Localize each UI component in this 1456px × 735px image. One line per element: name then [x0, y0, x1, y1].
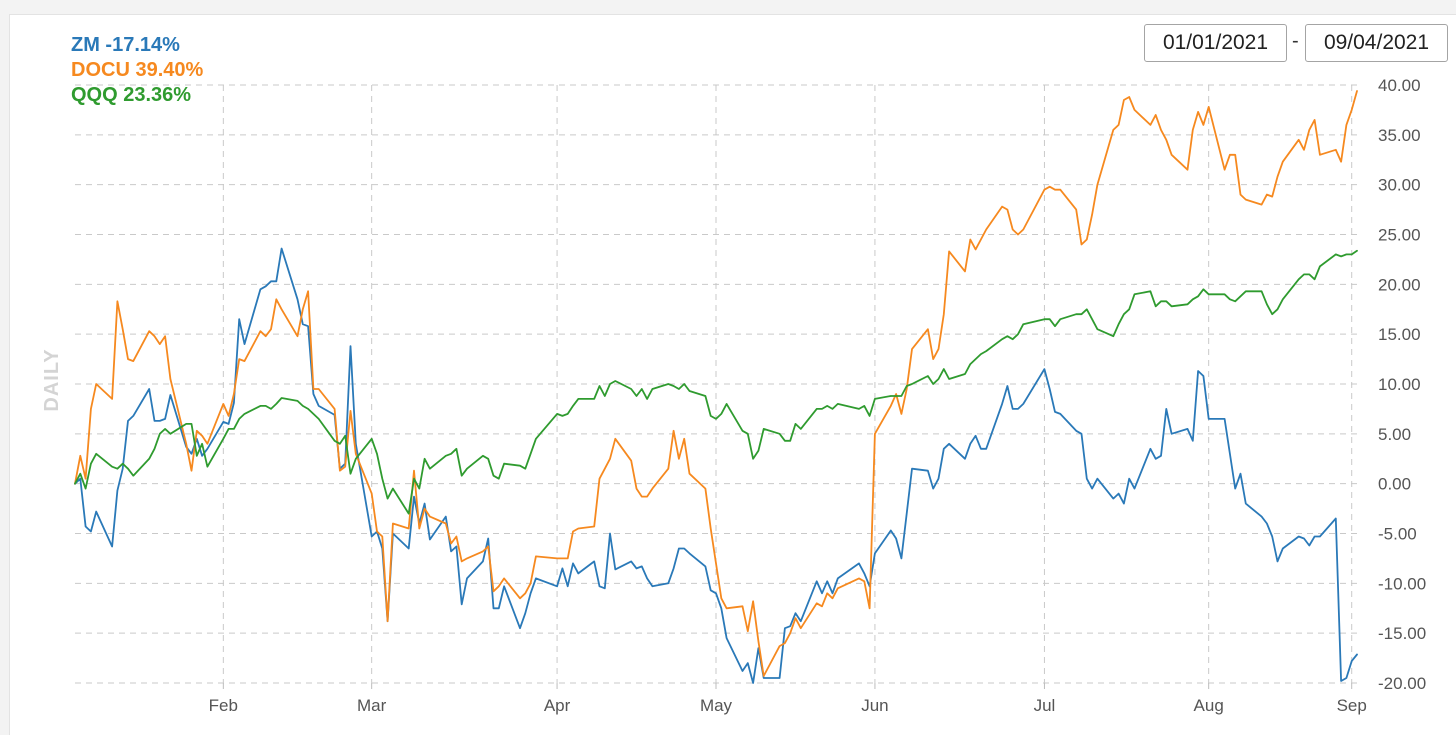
y-tick-label: 15.00	[1378, 325, 1421, 344]
x-tick-label: Jul	[1034, 696, 1056, 715]
y-tick-label: 5.00	[1378, 425, 1411, 444]
y-tick-label: 40.00	[1378, 76, 1421, 95]
y-tick-label: 35.00	[1378, 126, 1421, 145]
x-tick-label: May	[700, 696, 733, 715]
series-layer	[74, 90, 1358, 684]
y-tick-label: 20.00	[1378, 275, 1421, 294]
x-tick-label: Jun	[861, 696, 888, 715]
grid-layer	[75, 84, 1357, 684]
start-date-input[interactable]: 01/01/2021	[1144, 24, 1287, 62]
y-tick-label: -5.00	[1378, 525, 1417, 544]
x-tick-label: Aug	[1194, 696, 1224, 715]
y-tick-label: 30.00	[1378, 176, 1421, 195]
y-tick-label: -20.00	[1378, 674, 1426, 693]
axis-layer: 40.00 35.00 30.00 25.00 20.00 15.00 10.00 5.00 0…	[209, 76, 1427, 715]
y-axis-title: DAILY	[41, 348, 63, 411]
legend-item-zm: ZM -17.14%	[71, 34, 180, 56]
legend: ZM -17.14% DOCU 39.40% QQQ 23.36%	[71, 34, 203, 106]
legend-item-qqq: QQQ 23.36%	[71, 84, 191, 106]
x-tick-label: Apr	[544, 696, 571, 715]
series-line-docu	[74, 90, 1358, 677]
legend-item-docu: DOCU 39.40%	[71, 59, 203, 81]
y-tick-label: -10.00	[1378, 574, 1426, 593]
series-line-qqq	[74, 249, 1358, 515]
date-range-separator: -	[1292, 30, 1299, 52]
x-tick-label: Feb	[209, 696, 238, 715]
x-tick-label: Mar	[357, 696, 387, 715]
y-tick-label: 0.00	[1378, 475, 1411, 494]
series-line-zm	[74, 247, 1358, 684]
x-tick-label: Sep	[1337, 696, 1367, 715]
y-tick-label: 10.00	[1378, 375, 1421, 394]
end-date-input[interactable]: 09/04/2021	[1305, 24, 1448, 62]
y-tick-label: 25.00	[1378, 226, 1421, 245]
y-tick-label: -15.00	[1378, 624, 1426, 643]
